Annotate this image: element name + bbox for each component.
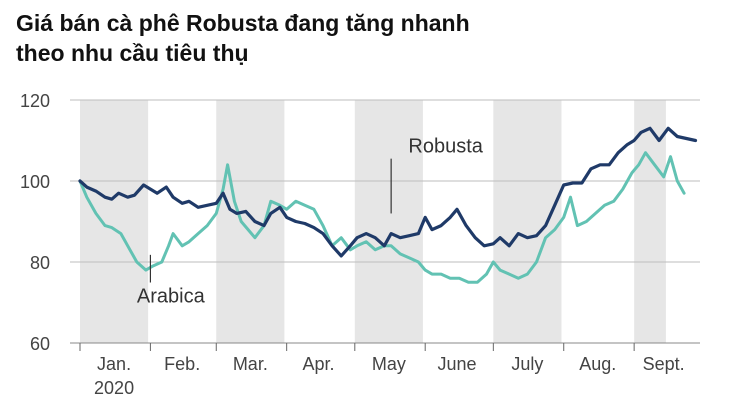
series-lines	[78, 126, 698, 284]
x-tick-label: May	[372, 354, 406, 374]
series-label-arabica: Arabica	[137, 286, 206, 308]
x-tick-label: July	[511, 354, 543, 374]
month-band-1	[216, 100, 285, 343]
y-tick-label: 120	[20, 91, 50, 111]
y-tick-label: 60	[30, 334, 50, 354]
y-tick-label: 80	[30, 253, 50, 273]
chart-title: Giá bán cà phê Robusta đang tăng nhanh t…	[16, 8, 736, 68]
x-axis: Jan. Feb. Mar. Apr. May June July Aug. Sept. 2020	[79, 343, 685, 398]
month-band-2	[354, 100, 423, 343]
y-axis: 60 80 100 120	[20, 91, 50, 354]
x-tick-label: Jan.	[97, 354, 131, 374]
x-year-label: 2020	[94, 378, 134, 398]
x-tick-label: Apr.	[302, 354, 334, 374]
month-band-3	[493, 100, 562, 343]
series-line-robusta	[78, 126, 698, 258]
chart-title-line-2: theo nhu cầu tiêu thụ	[16, 40, 249, 66]
x-tick-label: Feb.	[164, 354, 200, 374]
y-gridlines	[70, 99, 700, 344]
series-label-robusta: Robusta	[408, 136, 483, 158]
y-tick-label: 100	[20, 172, 50, 192]
month-bands	[80, 100, 666, 343]
month-band-0	[80, 100, 149, 343]
x-tick-label: Mar.	[233, 354, 268, 374]
x-tick-label: June	[437, 354, 476, 374]
x-tick-label: Sept.	[643, 354, 685, 374]
chart-title-line-1: Giá bán cà phê Robusta đang tăng nhanh	[16, 10, 470, 36]
series-line-arabica	[78, 151, 686, 284]
series-labels: Robusta Arabica	[137, 136, 484, 308]
x-tick-label: Aug.	[579, 354, 616, 374]
